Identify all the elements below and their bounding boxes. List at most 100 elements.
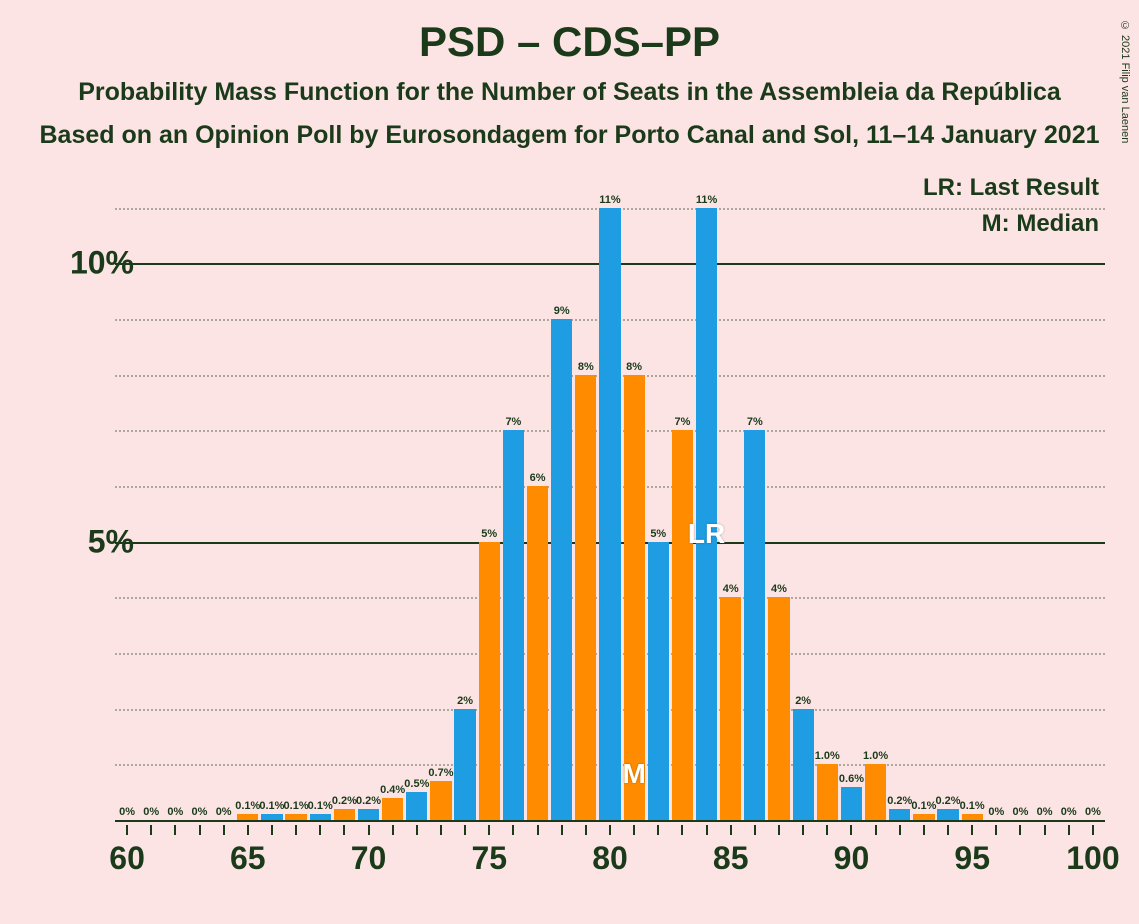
bar (599, 208, 620, 820)
bar-slot: 0.2% (358, 809, 379, 820)
x-tick (609, 825, 611, 835)
x-tick (174, 825, 176, 835)
copyright-text: © 2021 Filip van Laenen (1119, 20, 1131, 143)
x-axis-label: 75 (471, 840, 507, 877)
bar-slot: 0.2% (334, 809, 355, 820)
bar (430, 781, 451, 820)
y-axis-label: 10% (70, 245, 134, 282)
bar-value-label: 2% (457, 695, 473, 707)
title-block: PSD – CDS–PP Probability Mass Function f… (0, 0, 1139, 150)
x-tick (681, 825, 683, 835)
bar (817, 764, 838, 820)
x-tick (802, 825, 804, 835)
x-axis-baseline (115, 820, 1105, 822)
x-axis-label: 60 (109, 840, 145, 877)
bar-value-label: 0.1% (284, 800, 309, 812)
bar-slot: 2% (793, 709, 814, 820)
bar-slot: 8% (624, 375, 645, 820)
x-axis-label: 100 (1066, 840, 1119, 877)
bar (696, 208, 717, 820)
x-axis-label: 70 (351, 840, 387, 877)
bar-slot: 0.5% (406, 792, 427, 820)
chart-subtitle-2: Based on an Opinion Poll by Eurosondagem… (0, 121, 1139, 150)
bar (358, 809, 379, 820)
bar-value-label: 0% (216, 806, 232, 818)
bar-value-label: 0% (192, 806, 208, 818)
x-axis-label: 90 (834, 840, 870, 877)
x-tick (657, 825, 659, 835)
x-tick (319, 825, 321, 835)
bar (768, 597, 789, 820)
x-tick (440, 825, 442, 835)
bar-slot: 5% (479, 542, 500, 820)
bar-value-label: 7% (505, 416, 521, 428)
bar-value-label: 4% (771, 583, 787, 595)
bar-value-label: 7% (674, 416, 690, 428)
bar-value-label: 11% (696, 194, 717, 206)
x-axis-label: 80 (592, 840, 628, 877)
x-tick (512, 825, 514, 835)
bar-value-label: 4% (723, 583, 739, 595)
bar-value-label: 0% (143, 806, 159, 818)
bar-value-label: 9% (554, 305, 570, 317)
x-tick (971, 825, 973, 835)
x-tick (464, 825, 466, 835)
bar-value-label: 5% (481, 528, 497, 540)
x-tick (126, 825, 128, 835)
bar (334, 809, 355, 820)
x-tick (271, 825, 273, 835)
bar (454, 709, 475, 820)
x-tick (537, 825, 539, 835)
bar-value-label: 0% (1013, 806, 1029, 818)
bar (648, 542, 669, 820)
bar (406, 792, 427, 820)
bar-slot: 0.2% (889, 809, 910, 820)
bar-value-label: 0.1% (259, 800, 284, 812)
bar (479, 542, 500, 820)
x-tick (850, 825, 852, 835)
bar (889, 809, 910, 820)
x-tick (247, 825, 249, 835)
bar-slot: 4% (720, 597, 741, 820)
bar-value-label: 0.6% (839, 773, 864, 785)
bar-slot: 4% (768, 597, 789, 820)
bar (937, 809, 958, 820)
chart-subtitle-1: Probability Mass Function for the Number… (0, 78, 1139, 107)
bar-slot: 0.6% (841, 787, 862, 820)
x-tick (706, 825, 708, 835)
bar-value-label: 1.0% (863, 750, 888, 762)
x-tick (1092, 825, 1094, 835)
x-tick (199, 825, 201, 835)
bar (382, 798, 403, 820)
bar-value-label: 0% (988, 806, 1004, 818)
x-axis-label: 65 (230, 840, 266, 877)
x-tick (295, 825, 297, 835)
x-tick (368, 825, 370, 835)
bar (720, 597, 741, 820)
bar-slot: 9% (551, 319, 572, 820)
bar (793, 709, 814, 820)
x-axis-label: 85 (713, 840, 749, 877)
bar-value-label: 0.2% (935, 795, 960, 807)
x-tick (633, 825, 635, 835)
bar (527, 486, 548, 820)
bar-value-label: 5% (650, 528, 666, 540)
bar-value-label: 0.2% (887, 795, 912, 807)
bar-slot: 0.4% (382, 798, 403, 820)
chart-title: PSD – CDS–PP (0, 18, 1139, 66)
bar-value-label: 2% (795, 695, 811, 707)
x-tick (826, 825, 828, 835)
x-tick (995, 825, 997, 835)
bar-slot: 1.0% (865, 764, 886, 820)
bar (624, 375, 645, 820)
bar-value-label: 1.0% (815, 750, 840, 762)
x-tick (923, 825, 925, 835)
x-tick (392, 825, 394, 835)
bar-value-label: 0.5% (404, 778, 429, 790)
bar-value-label: 7% (747, 416, 763, 428)
x-tick (899, 825, 901, 835)
bar-slot: 2% (454, 709, 475, 820)
bar-slot: 7% (744, 430, 765, 820)
x-axis-label: 95 (954, 840, 990, 877)
bar-slot: 11% (696, 208, 717, 820)
